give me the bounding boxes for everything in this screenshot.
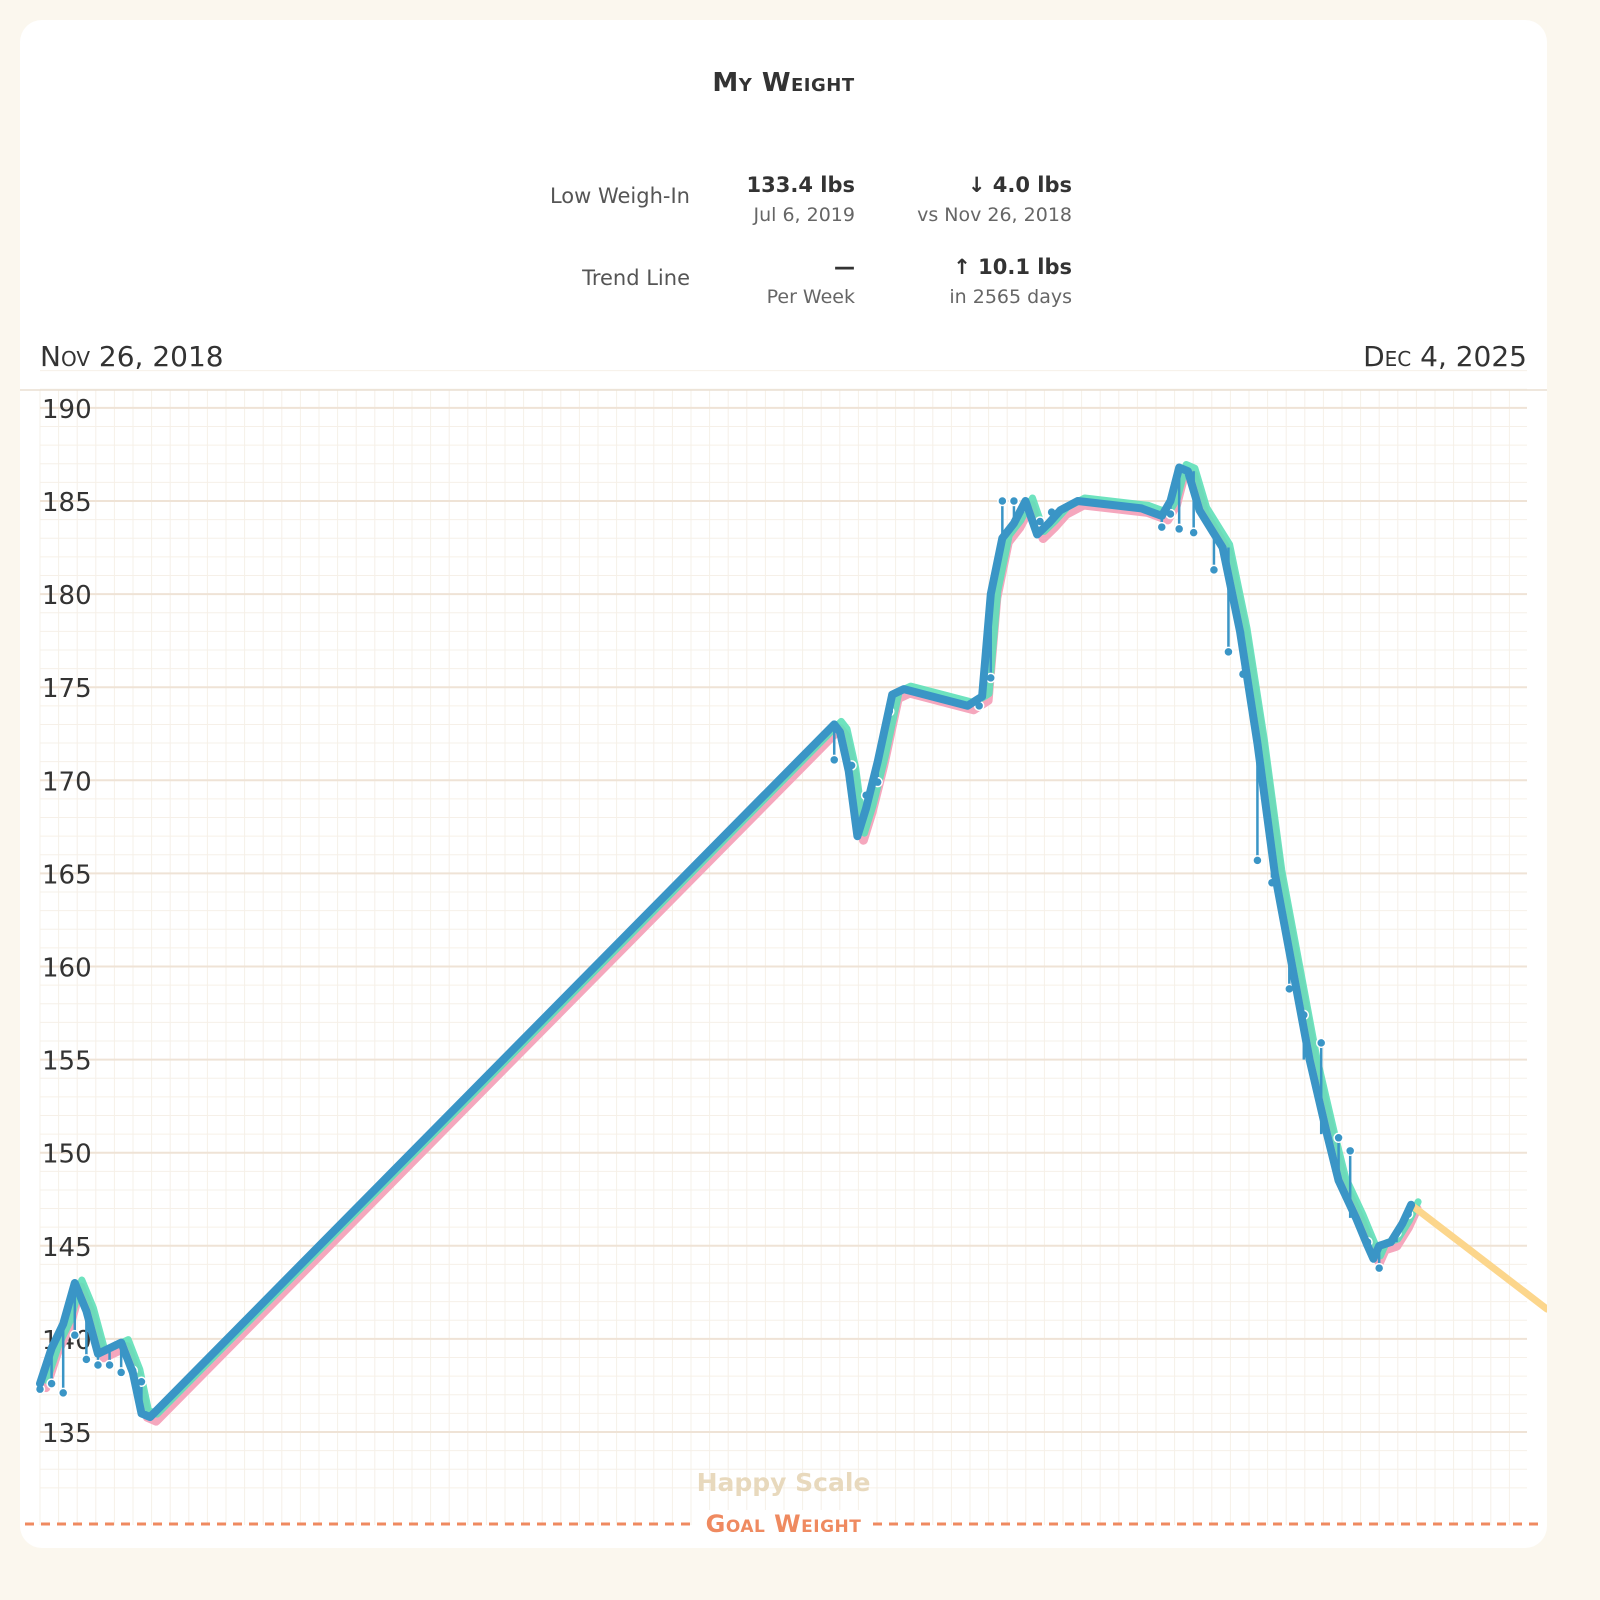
weigh-in-point [1373, 1262, 1385, 1274]
goal-weight-label: Goal Weight [695, 1510, 872, 1538]
chart-card: 135 140 145 150 155 160 165 170 175 180 185 190 My … [20, 20, 1547, 1548]
forecast-line [1407, 1201, 1547, 1313]
weigh-in-point [1252, 855, 1263, 866]
low-weigh-in-change-col: ↓ 4.0 lbs vs Nov 26, 2018 [917, 170, 1072, 230]
low-weigh-in-value: 133.4 lbs [746, 173, 855, 197]
weigh-in-point [1008, 495, 1020, 507]
weigh-in-point [69, 1329, 81, 1341]
chart-title: My Weight [712, 68, 855, 98]
weigh-in-point [1223, 646, 1234, 658]
weigh-in-point [104, 1359, 115, 1371]
weigh-in-point [57, 1387, 69, 1399]
trend-line-value-col: — Per Week [767, 252, 855, 312]
weigh-in-point [46, 1378, 57, 1389]
y-tick-label: 190 [42, 395, 92, 425]
weigh-in-point [1188, 527, 1199, 538]
y-tick-label: 145 [42, 1233, 92, 1263]
y-tick-label: 160 [42, 954, 92, 984]
weigh-in-point [828, 754, 840, 766]
weigh-in-point [1333, 1132, 1344, 1144]
weigh-in-point [1156, 521, 1168, 533]
low-weigh-in-row: Low Weigh-In 133.4 lbs Jul 6, 2019 ↓ 4.0… [490, 170, 1072, 240]
trend-line-sub: Per Week [766, 286, 855, 308]
weigh-in-point [81, 1354, 92, 1365]
low-weigh-in-label: Low Weigh-In [549, 184, 690, 208]
y-tick-label: 185 [42, 488, 92, 518]
range-end-date: Dec 4, 2025 [1363, 340, 1527, 373]
y-tick-label: 155 [42, 1047, 92, 1077]
trend-line-change-col: ↑ 10.1 lbs in 2565 days [949, 252, 1072, 312]
trend-line-row: Trend Line — Per Week ↑ 10.1 lbs in 2565… [490, 252, 1072, 322]
trend-line [36, 463, 1416, 1422]
low-weigh-in-date: Jul 6, 2019 [753, 204, 856, 226]
trend-line-change: ↑ 10.1 lbs [953, 255, 1072, 279]
low-weigh-in-value-col: 133.4 lbs Jul 6, 2019 [747, 170, 855, 230]
trend-band-down [43, 461, 1422, 1418]
trend-line-value: — [834, 255, 855, 279]
low-weigh-in-change-sub: vs Nov 26, 2018 [917, 204, 1072, 226]
weigh-in-point [1315, 1037, 1327, 1049]
y-tick-label: 170 [42, 767, 92, 797]
weigh-in-point [1173, 523, 1185, 535]
weigh-in-point [92, 1359, 104, 1371]
y-tick-label: 135 [42, 1419, 92, 1449]
goal-weight-line-label: Goal Weight [20, 1510, 1547, 1538]
low-weigh-in-change: ↓ 4.0 lbs [967, 173, 1072, 197]
trend-line-change-sub: in 2565 days [949, 286, 1072, 308]
trend-line-label: Trend Line [582, 266, 690, 290]
watermark: Happy Scale [696, 1468, 871, 1497]
weigh-in-point [1208, 564, 1220, 576]
weigh-in-point [1344, 1145, 1356, 1157]
y-tick-label: 150 [42, 1140, 92, 1170]
y-tick-label: 165 [42, 860, 92, 890]
y-tick-label: 175 [42, 674, 92, 704]
weigh-in-point [997, 495, 1008, 507]
weigh-in-point [115, 1367, 127, 1378]
y-tick-label: 180 [42, 581, 92, 611]
range-start-date: Nov 26, 2018 [40, 340, 224, 373]
